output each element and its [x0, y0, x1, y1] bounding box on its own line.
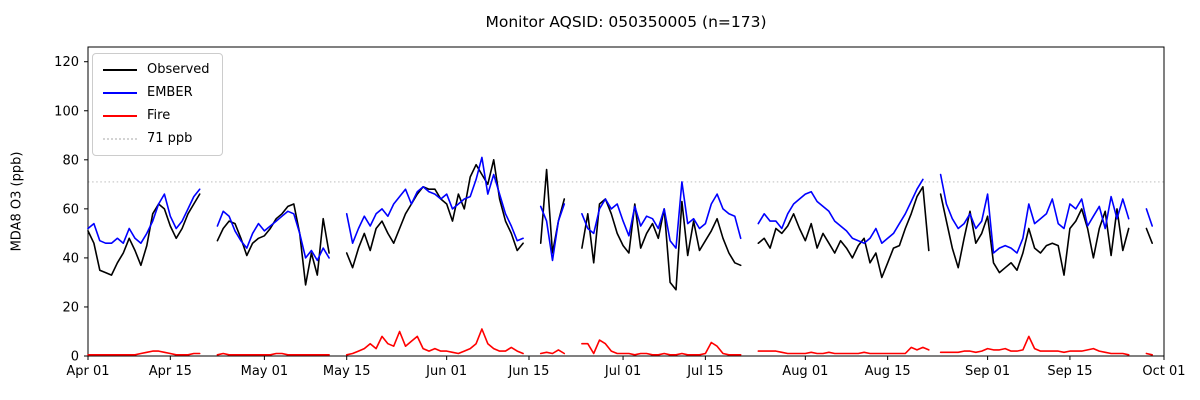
- legend-label: Fire: [147, 108, 171, 123]
- observed-line-swatch: [103, 69, 137, 71]
- series-line-fire: [581, 339, 742, 356]
- series-line-fire: [1145, 352, 1153, 356]
- series-line-observed: [87, 193, 201, 276]
- x-tick-label: Sep 01: [965, 364, 1010, 379]
- fire-line-swatch: [103, 115, 137, 117]
- series-line-observed: [757, 186, 930, 279]
- series-line-fire: [757, 346, 930, 355]
- y-tick-label: 0: [71, 350, 79, 365]
- x-tick-label: Oct 01: [1142, 364, 1185, 379]
- series-line-ember: [581, 181, 742, 249]
- series-line-ember: [757, 178, 924, 244]
- x-tick-label: Jun 15: [507, 364, 549, 379]
- series-line-ember: [939, 173, 1130, 254]
- series-line-observed: [939, 193, 1130, 276]
- x-tick-label: Apr 15: [149, 364, 192, 379]
- series-line-ember: [1145, 208, 1153, 227]
- x-tick-label: Jul 15: [686, 364, 723, 379]
- x-tick-label: May 15: [323, 364, 371, 379]
- legend-item-threshold: 71 ppb: [103, 130, 210, 148]
- x-tick-label: Apr 01: [66, 364, 109, 379]
- x-tick-label: Aug 15: [865, 364, 911, 379]
- series-line-observed: [581, 198, 742, 291]
- legend-item-ember: EMBER: [103, 84, 210, 102]
- x-tick-label: Sep 15: [1047, 364, 1092, 379]
- x-tick-label: May 01: [241, 364, 289, 379]
- plot-border: [87, 46, 1165, 357]
- legend-label: EMBER: [147, 85, 193, 100]
- ember-line-swatch: [103, 92, 137, 94]
- legend-label: Observed: [147, 62, 210, 77]
- series-line-observed: [1145, 227, 1153, 244]
- series-line-observed: [216, 203, 330, 286]
- legend-label: 71 ppb: [147, 131, 193, 146]
- legend-item-fire: Fire: [103, 107, 210, 125]
- series-line-fire: [939, 335, 1130, 356]
- series-line-fire: [345, 328, 524, 356]
- x-tick-label: Aug 01: [782, 364, 828, 379]
- series-line-ember: [87, 188, 201, 244]
- y-tick-label: 80: [62, 153, 79, 168]
- y-tick-label: 60: [62, 202, 79, 217]
- series-line-ember: [216, 210, 330, 262]
- x-tick-label: Jun 01: [425, 364, 467, 379]
- legend: Observed EMBER Fire 71 ppb: [92, 53, 223, 156]
- y-tick-label: 100: [54, 104, 79, 119]
- x-tick-label: Jul 01: [604, 364, 641, 379]
- y-tick-label: 120: [54, 55, 79, 70]
- series-line-ember: [345, 156, 524, 244]
- series-line-ember: [539, 203, 566, 262]
- series-line-fire: [539, 349, 566, 355]
- series-line-fire: [87, 350, 201, 356]
- y-tick-label: 40: [62, 251, 79, 266]
- series-line-observed: [345, 159, 524, 269]
- y-tick-label: 20: [62, 300, 79, 315]
- series-line-fire: [216, 352, 330, 356]
- chart-title: Monitor AQSID: 050350005 (n=173): [485, 13, 767, 31]
- threshold-line-swatch: [103, 138, 137, 140]
- legend-item-observed: Observed: [103, 61, 210, 79]
